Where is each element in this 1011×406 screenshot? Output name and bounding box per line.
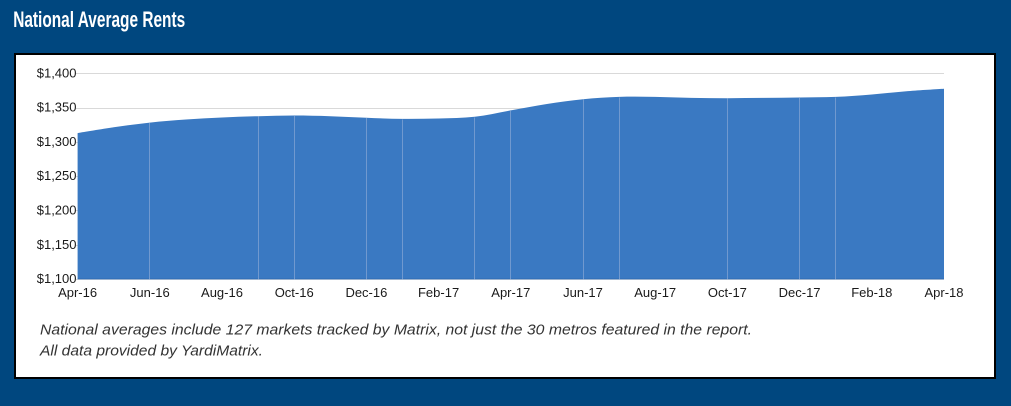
svg-text:$1,100: $1,100 [37, 271, 77, 286]
svg-text:$1,250: $1,250 [37, 168, 77, 183]
svg-text:Apr-18: Apr-18 [924, 285, 963, 300]
svg-text:$1,150: $1,150 [37, 237, 77, 252]
svg-text:$1,300: $1,300 [37, 134, 77, 149]
svg-text:All data provided by YardiMatr: All data provided by YardiMatrix. [39, 344, 263, 360]
svg-text:Dec-16: Dec-16 [345, 285, 387, 300]
svg-text:Oct-17: Oct-17 [708, 285, 747, 300]
svg-text:Apr-17: Apr-17 [491, 285, 530, 300]
svg-text:Feb-18: Feb-18 [851, 285, 892, 300]
svg-text:$1,200: $1,200 [37, 203, 77, 218]
svg-text:$1,350: $1,350 [37, 100, 77, 115]
svg-text:$1,400: $1,400 [37, 65, 77, 80]
svg-text:Oct-16: Oct-16 [275, 285, 314, 300]
svg-text:Apr-16: Apr-16 [58, 285, 97, 300]
svg-text:Jun-17: Jun-17 [563, 285, 603, 300]
svg-text:Feb-17: Feb-17 [418, 285, 459, 300]
svg-text:National averages include 127: National averages include 127 markets tr… [40, 323, 752, 339]
svg-text:National Average Rents: National Average Rents [13, 7, 185, 32]
svg-text:Aug-17: Aug-17 [634, 285, 676, 300]
svg-text:Dec-17: Dec-17 [779, 285, 821, 300]
svg-text:Jun-16: Jun-16 [130, 285, 170, 300]
svg-text:Aug-16: Aug-16 [201, 285, 243, 300]
